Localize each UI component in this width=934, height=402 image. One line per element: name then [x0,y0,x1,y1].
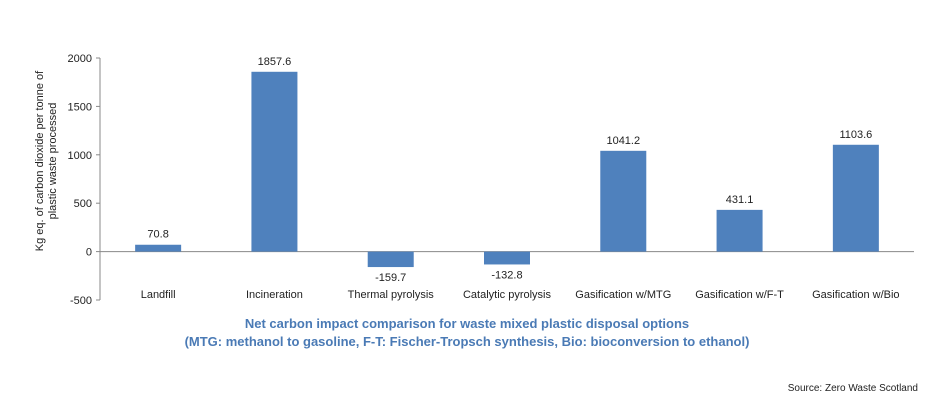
category-label: Gasification w/MTG [575,289,671,301]
y-tick-label: 0 [86,247,92,259]
bar [484,251,530,265]
y-axis-title-line: Kg eq. of carbon dioxide per tonne of [34,70,46,251]
category-label: Incineration [246,289,303,301]
value-labels: 70.8 1857.6 -159.7 -132.8 1041.2 431.1 1103.6 [147,56,872,284]
category-label: Gasification w/Bio [812,289,899,301]
category-label: Landfill [141,289,176,301]
bar-chart: Kg eq. of carbon dioxide per tonne of pla… [34,53,914,307]
bar-value-label: 1103.6 [839,129,872,141]
category-label: Catalytic pyrolysis [463,289,552,301]
bar [832,144,879,252]
bars [135,71,879,268]
bar-value-label: 70.8 [147,229,168,241]
y-axis-ticks: 2000 1500 1000 500 0 -500 [68,53,100,307]
bar [716,209,763,252]
y-axis-title-line: plastic waste processed [47,103,59,220]
bar-value-label: 1857.6 [258,56,292,68]
bar [600,150,647,252]
bar-value-label: 1041.2 [606,135,640,147]
bar-value-label: -132.8 [491,269,522,281]
bar-value-label: 431.1 [726,194,754,206]
y-tick-label: -500 [70,295,92,307]
bar [367,251,414,268]
y-tick-label: 500 [74,198,92,210]
category-label: Gasification w/F-T [695,289,784,301]
category-labels: Landfill Incineration Thermal pyrolysis Cat… [141,289,900,301]
category-label: Thermal pyrolysis [348,289,435,301]
chart-caption-line-1: Net carbon impact comparison for waste m… [244,316,690,331]
y-tick-label: 1000 [68,150,92,162]
bar-value-label: -159.7 [375,272,406,284]
y-tick-label: 1500 [68,101,92,113]
bar [251,71,298,252]
y-tick-label: 2000 [68,53,92,65]
source-note: Source: Zero Waste Scotland [787,383,918,394]
bar [135,244,182,252]
y-axis-title: Kg eq. of carbon dioxide per tonne of pla… [34,70,59,251]
chart-caption-line-2: (MTG: methanol to gasoline, F-T: Fischer… [184,334,750,349]
